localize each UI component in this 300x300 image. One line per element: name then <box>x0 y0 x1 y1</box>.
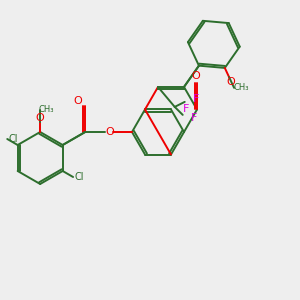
Text: O: O <box>192 71 200 82</box>
Text: CH₃: CH₃ <box>38 106 54 115</box>
Text: F: F <box>190 113 197 123</box>
Text: O: O <box>36 113 44 123</box>
Text: F: F <box>182 104 189 114</box>
Text: Cl: Cl <box>8 134 18 144</box>
Text: CH₃: CH₃ <box>233 83 249 92</box>
Text: F: F <box>193 94 199 104</box>
Text: O: O <box>227 76 236 86</box>
Text: O: O <box>105 127 114 137</box>
Text: O: O <box>74 96 82 106</box>
Text: Cl: Cl <box>74 172 84 182</box>
